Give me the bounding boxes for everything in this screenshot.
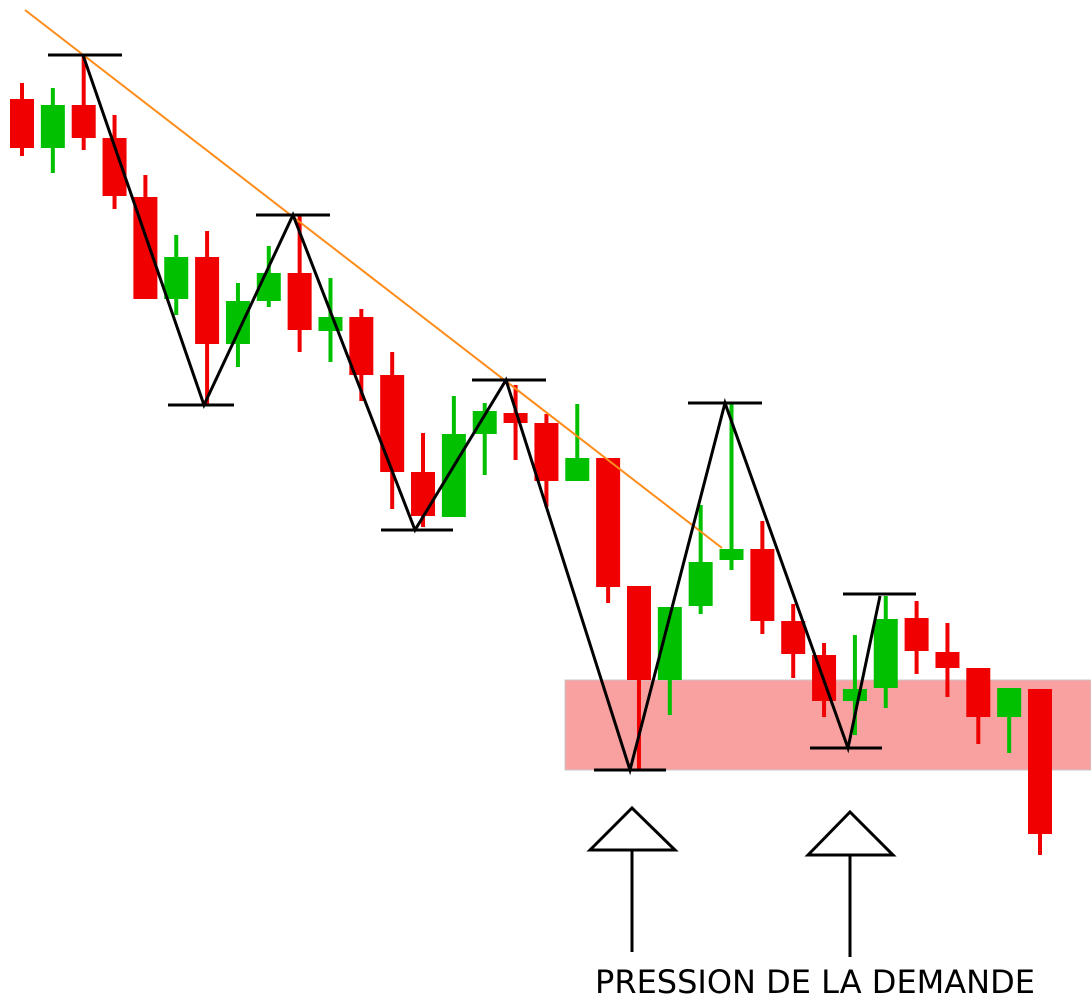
candle-body [503, 413, 528, 423]
candle-body [349, 317, 374, 375]
candle-body [318, 317, 343, 331]
candles [10, 55, 1052, 855]
candle-body [688, 562, 713, 606]
candle-body [10, 99, 34, 148]
candle-body [472, 411, 497, 434]
candle-body [380, 375, 405, 472]
candle-body [565, 458, 590, 481]
candle-body [1028, 689, 1052, 834]
candle-body [781, 621, 806, 654]
candle-body [719, 549, 744, 560]
candle-body [534, 423, 559, 481]
candle-body [195, 257, 220, 344]
annotation: PRESSION DE LA DEMANDE [595, 963, 1035, 997]
candle-body [40, 105, 65, 148]
candle-body [71, 105, 96, 138]
candle-body [596, 458, 621, 587]
trend-line [24, 9, 723, 549]
candle-body [164, 257, 189, 299]
candle-body [287, 273, 312, 330]
candle-body [225, 301, 250, 344]
candle-body [842, 689, 867, 701]
candle-body [873, 619, 898, 688]
candle-body [411, 472, 436, 516]
candle-body [904, 618, 929, 651]
candle-body [626, 586, 651, 680]
swing-markers [48, 53, 916, 772]
candle-body [441, 434, 466, 517]
candle-body [966, 668, 991, 717]
candle-body [997, 688, 1022, 717]
candle-body [750, 549, 775, 621]
candle-body [935, 652, 960, 668]
arrows [586, 805, 897, 957]
